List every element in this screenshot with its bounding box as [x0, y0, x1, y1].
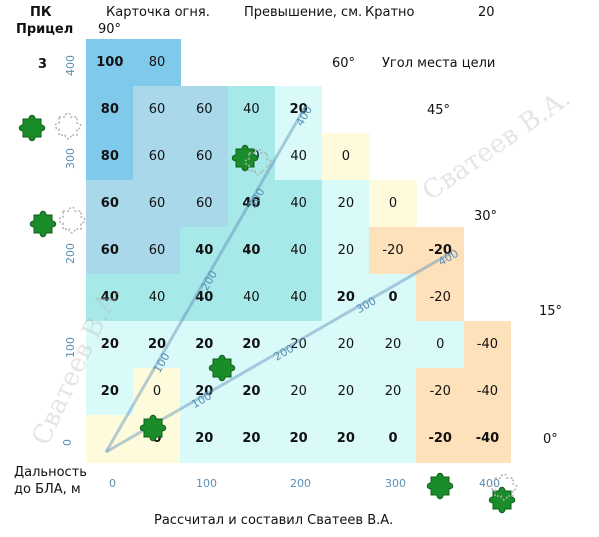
grid-cell-r1-c1: 60 [133, 86, 181, 134]
y-tick-200: 200 [64, 243, 77, 264]
grid-cell-r5-c5: 20 [322, 274, 370, 322]
grid-cell-r4-c2: 40 [180, 227, 229, 275]
angle-30-label: 30° [474, 209, 498, 224]
grid-cell-r8-c1: 0 [133, 415, 181, 463]
grid-cell-r2-c1: 60 [133, 133, 181, 181]
grid-cell-r8-c3: 20 [227, 415, 276, 463]
grid-cell-r3-c2: 60 [180, 180, 229, 228]
angle-90-label: 90° [98, 22, 122, 37]
card-title: Карточка огня. [106, 5, 210, 20]
pritsel-label: Прицел [16, 22, 74, 37]
pk-label: ПК [30, 5, 52, 20]
grid-cell-r6-c8: -40 [463, 321, 512, 369]
grid-cell-r1-c2: 60 [180, 86, 229, 134]
y-tick-300: 300 [64, 148, 77, 169]
grid-cell-r6-c2: 20 [180, 321, 229, 369]
grid-cell-r7-c5: 20 [322, 368, 370, 416]
grid-cell-r4-c4: 40 [274, 227, 323, 275]
angle-60-label: 60° [332, 56, 356, 71]
x-tick-0: 0 [109, 477, 116, 490]
grid-cell-r2-c4: 40 [274, 133, 323, 181]
puzzle-piece-icon [54, 112, 82, 140]
grid-cell-r5-c2: 40 [180, 274, 229, 322]
x-tick-300: 300 [385, 477, 406, 490]
x-tick-400: 400 [479, 477, 500, 490]
grid-cell-r7-c0: 20 [86, 368, 134, 416]
grid-cell-r5-c6: 0 [369, 274, 417, 322]
target-angle-label: Угол места цели [382, 56, 496, 71]
grid-cell-r1-c0: 80 [86, 86, 134, 134]
grid-cell-r4-c1: 60 [133, 227, 181, 275]
grid-cell-r3-c0: 60 [86, 180, 134, 228]
grid-cell-r4-c7: -20 [416, 227, 465, 275]
angle-15-label: 15° [539, 304, 563, 319]
y-tick-400: 400 [64, 55, 77, 76]
grid-cell-r4-c6: -20 [369, 227, 417, 275]
grid-cell-r7-c4: 20 [274, 368, 323, 416]
grid-cell-r3-c3: 40 [227, 180, 276, 228]
grid-cell-r7-c7: -20 [416, 368, 465, 416]
grid-cell-r5-c3: 40 [227, 274, 276, 322]
grid-cell-r6-c3: 20 [227, 321, 276, 369]
grid-cell-r2-c0: 80 [86, 133, 134, 181]
grid-cell-r7-c3: 20 [227, 368, 276, 416]
puzzle-piece-icon [29, 210, 57, 238]
grid-cell-r8-c8: -40 [463, 415, 512, 463]
grid-cell-r8-c7: -20 [416, 415, 465, 463]
grid-cell-r7-c2: 20 [180, 368, 229, 416]
grid-cell-r3-c1: 60 [133, 180, 181, 228]
elevation-label: Превышение, см. [244, 5, 363, 20]
grid-cell-r6-c1: 20 [133, 321, 181, 369]
grid-cell-r3-c5: 20 [322, 180, 370, 228]
grid-cell-r7-c1: 0 [133, 368, 181, 416]
grid-cell-r0-c1: 80 [133, 39, 181, 87]
x-tick-100: 100 [196, 477, 217, 490]
grid-cell-r8-c2: 20 [180, 415, 229, 463]
puzzle-piece-icon [18, 114, 46, 142]
grid-cell-r8-c5: 20 [322, 415, 370, 463]
puzzle-piece-icon [58, 206, 86, 234]
grid-cell-r2-c5: 0 [322, 133, 370, 181]
grid-cell-r6-c5: 20 [322, 321, 370, 369]
grid-cell-r2-c3: 40 [227, 133, 276, 181]
grid-cell-r8-c6: 0 [369, 415, 417, 463]
multiple-label: Кратно [365, 5, 415, 20]
fire-card-grid: 100 80 80 60 60 40 20 80 60 60 40 40 0 60 60 60 40 40 20 0 6… [86, 39, 512, 463]
grid-cell-r6-c7: 0 [416, 321, 465, 369]
grid-cell-r6-c4: 20 [274, 321, 323, 369]
grid-cell-r7-c8: -40 [463, 368, 512, 416]
grid-cell-r8-c0 [86, 415, 134, 463]
grid-cell-r5-c1: 40 [133, 274, 181, 322]
grid-cell-r6-c6: 20 [369, 321, 417, 369]
angle-0-label: 0° [543, 432, 558, 447]
grid-cell-r4-c0: 60 [86, 227, 134, 275]
grid-cell-r5-c7: -20 [416, 274, 465, 322]
grid-cell-r5-c0: 40 [86, 274, 134, 322]
angle-45-label: 45° [427, 103, 451, 118]
distance-label-line1: Дальность [14, 465, 87, 480]
pritsel-value: 3 [38, 57, 48, 72]
credit-text: Рассчитал и составил Сватеев В.А. [154, 513, 394, 528]
multiple-value: 20 [478, 5, 495, 20]
grid-cell-r4-c3: 40 [227, 227, 276, 275]
distance-label-line2: до БЛА, м [14, 482, 81, 497]
puzzle-piece-icon [426, 472, 454, 500]
x-tick-200: 200 [290, 477, 311, 490]
grid-cell-r3-c6: 0 [369, 180, 417, 228]
grid-cell-r3-c4: 40 [274, 180, 323, 228]
grid-cell-r0-c0: 100 [86, 39, 134, 87]
grid-cell-r1-c4: 20 [274, 86, 323, 134]
y-tick-0: 0 [61, 439, 74, 446]
puzzle-piece-icon [488, 486, 516, 514]
grid-cell-r5-c4: 40 [274, 274, 323, 322]
grid-cell-r8-c4: 20 [274, 415, 323, 463]
grid-cell-r2-c2: 60 [180, 133, 229, 181]
grid-cell-r4-c5: 20 [322, 227, 370, 275]
grid-cell-r7-c6: 20 [369, 368, 417, 416]
grid-cell-r1-c3: 40 [227, 86, 276, 134]
grid-cell-r6-c0: 20 [86, 321, 134, 369]
